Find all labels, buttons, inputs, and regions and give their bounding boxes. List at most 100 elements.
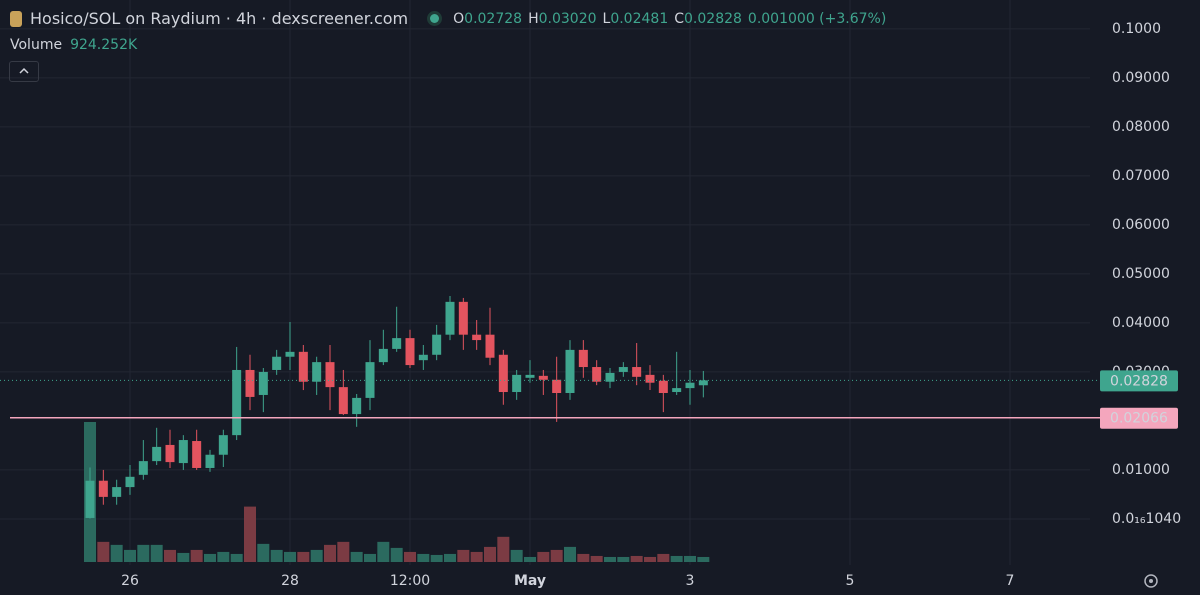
y-tick-label: 0.09000 — [1112, 70, 1170, 86]
legend-key: L — [602, 10, 611, 27]
candle-body — [685, 382, 695, 389]
volume-bar — [377, 541, 390, 562]
candle-body — [565, 349, 575, 394]
volume-bar — [230, 553, 243, 562]
candle-body — [578, 349, 588, 368]
candle-body — [272, 356, 282, 370]
volume-bar — [684, 555, 696, 562]
volume-bar — [510, 549, 523, 562]
volume-bar — [417, 553, 430, 562]
candle-body — [592, 367, 602, 382]
volume-bar — [390, 547, 403, 562]
x-tick-label: 3 — [686, 573, 695, 589]
volume-bar — [670, 555, 683, 562]
chevron-icon — [19, 67, 29, 74]
candle-body — [605, 372, 615, 382]
price-line-label: 0.02066 — [1110, 411, 1168, 427]
legend-value: 0.02728 — [464, 10, 523, 27]
candle-body — [538, 375, 548, 380]
volume-bar — [404, 551, 416, 562]
candle-body — [445, 301, 455, 335]
x-tick-label: 12:00 — [390, 573, 430, 589]
volume-bar — [630, 555, 643, 562]
volume-bar — [244, 506, 256, 562]
legend-key: O — [453, 10, 465, 27]
volume-bar — [604, 556, 616, 562]
settings-icon[interactable] — [1144, 574, 1158, 588]
candle-body — [498, 354, 508, 393]
y-tick-label: 0.04000 — [1112, 315, 1170, 331]
candle-body — [325, 362, 335, 388]
volume-bar — [537, 551, 550, 562]
candle-body — [418, 354, 428, 361]
candle-body — [245, 369, 255, 397]
volume-bar — [350, 551, 363, 562]
settings-icon-core — [1149, 579, 1153, 583]
volume-bar — [164, 549, 176, 562]
legend-value: 0.03020 — [538, 10, 597, 27]
candle-body — [512, 374, 522, 393]
volume-bar — [524, 556, 536, 562]
volume-bar — [137, 544, 150, 562]
candle-body — [85, 480, 95, 518]
token-icon — [10, 10, 22, 27]
candle-body — [432, 334, 442, 355]
candle-body — [392, 338, 402, 349]
y-tick-label: 0.0₁₆1040 — [1112, 511, 1181, 527]
y-tick-label: 0.1000 — [1112, 21, 1161, 37]
x-tick-label: 28 — [281, 573, 299, 589]
candle-body — [618, 367, 628, 372]
x-tick-label: 5 — [846, 573, 855, 589]
volume-legend: Volume 924.252K — [10, 37, 137, 53]
candle-body — [285, 351, 295, 357]
candle-body — [218, 435, 228, 455]
current-price-box — [1100, 370, 1178, 392]
y-tick-label: 0.01000 — [1112, 462, 1170, 478]
candle-body — [405, 338, 415, 366]
volume-bar — [697, 556, 710, 562]
volume-bar — [430, 554, 443, 562]
candle-body — [112, 487, 122, 497]
y-tick-label: 0.08000 — [1112, 119, 1170, 135]
volume-bar — [470, 551, 483, 562]
candle-body — [352, 397, 362, 415]
candle-body — [165, 444, 175, 463]
candle-body — [472, 334, 482, 341]
volume-label: Volume — [10, 37, 63, 53]
candle-body — [178, 440, 188, 464]
volume-bar — [177, 552, 190, 562]
volume-bar — [124, 549, 136, 562]
candle-body — [645, 374, 655, 383]
candle-body — [672, 388, 682, 393]
volume-bar — [644, 556, 656, 562]
volume-bar — [257, 543, 270, 562]
volume-bar — [110, 544, 123, 562]
volume-bar — [617, 556, 630, 562]
volume-bar — [497, 536, 510, 562]
volume-bar — [297, 551, 310, 562]
candle-body — [205, 454, 215, 468]
legend-value: 0.02828 — [684, 10, 742, 27]
volume-bar — [457, 549, 470, 562]
candle-body — [138, 461, 148, 475]
volume-bar — [217, 551, 230, 562]
candle-body — [312, 362, 322, 382]
current-price-label: 0.02828 — [1110, 373, 1168, 389]
candle-body — [525, 374, 535, 378]
volume-bar — [564, 546, 576, 562]
volume-bar — [444, 553, 456, 562]
volume-bar — [364, 553, 376, 562]
volume-bar — [150, 544, 163, 562]
candle-body — [232, 369, 242, 436]
chart-title: Hosico/SOL on Raydium · 4h · dexscreener… — [30, 9, 409, 28]
collapse-button[interactable] — [9, 61, 39, 82]
legend-change: 0.001000 (+3.67%) — [747, 10, 887, 27]
candle-body — [365, 362, 375, 398]
volume-value: 924.252K — [70, 37, 138, 53]
volume-bar — [190, 549, 203, 562]
price-line-box — [1100, 407, 1178, 429]
volume-bar — [657, 553, 670, 562]
candle-body — [658, 380, 668, 394]
